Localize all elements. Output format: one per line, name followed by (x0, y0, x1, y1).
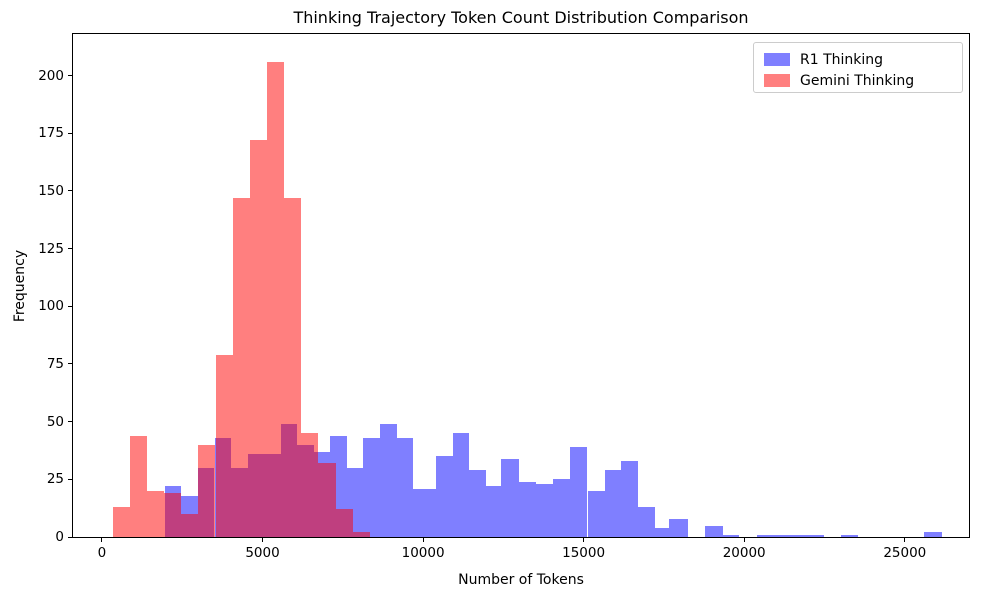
y-tick-label: 100 (38, 298, 64, 315)
histogram-bar (335, 509, 353, 537)
legend-label-gemini: Gemini Thinking (800, 72, 915, 89)
histogram-bar (924, 532, 943, 537)
histogram-bar (654, 527, 670, 537)
histogram-bar (587, 490, 605, 537)
plot-area (72, 33, 970, 538)
histogram-bar (722, 534, 740, 537)
y-tick-label: 200 (38, 67, 64, 84)
y-tick-mark (68, 190, 72, 192)
histogram-bar (569, 447, 588, 537)
histogram-bar (535, 483, 554, 537)
histogram-bar (501, 458, 520, 537)
x-tick-label: 0 (97, 545, 107, 561)
y-tick-mark (68, 478, 72, 480)
legend-item-r1: R1 Thinking (764, 50, 952, 69)
x-tick-label: 5000 (245, 545, 280, 561)
histogram-bar (396, 437, 414, 537)
histogram-bar (250, 140, 267, 537)
y-tick-mark (68, 75, 72, 76)
y-tick-label: 25 (46, 471, 64, 488)
histogram-bar (232, 197, 250, 537)
y-tick-label: 150 (38, 182, 64, 199)
y-tick-label: 50 (46, 413, 64, 430)
y-tick-mark (68, 248, 72, 250)
y-tick-label: 125 (38, 240, 64, 257)
y-tick-label: 0 (55, 529, 64, 545)
histogram-bar (198, 444, 216, 537)
x-tick-label: 10000 (401, 545, 445, 561)
histogram-bar (318, 463, 336, 537)
histogram-bar (435, 456, 453, 537)
histogram-bar (452, 433, 470, 537)
x-tick-label: 25000 (883, 545, 927, 561)
histogram-bar (669, 518, 688, 537)
histogram-bar (181, 513, 199, 537)
x-tick-label: 20000 (722, 545, 766, 561)
histogram-bar (284, 197, 302, 537)
histogram-bar (215, 354, 233, 537)
y-tick-label: 75 (46, 355, 64, 372)
y-axis-label: Frequency (12, 249, 28, 323)
x-tick-mark (101, 538, 103, 542)
histogram-bar (637, 507, 655, 537)
histogram-bar (164, 493, 182, 537)
x-tick-mark (904, 538, 906, 542)
histogram-bar (129, 435, 147, 537)
histogram-bar (146, 490, 165, 537)
series-layer-gemini-thinking (73, 34, 969, 537)
legend-label-r1: R1 Thinking (800, 51, 884, 68)
histogram-bar (469, 470, 486, 537)
histogram-bar (379, 423, 397, 537)
legend: R1 Thinking Gemini Thinking (753, 42, 963, 93)
x-tick-mark (583, 538, 585, 542)
x-tick-mark (262, 538, 263, 542)
histogram-bar (363, 437, 380, 537)
y-tick-mark (68, 305, 72, 307)
histogram-bar (840, 534, 859, 537)
y-tick-mark (68, 363, 72, 365)
chart-title: Thinking Trajectory Token Count Distribu… (293, 8, 749, 27)
legend-swatch-r1 (764, 53, 790, 66)
y-tick-mark (68, 421, 72, 423)
histogram-bar (486, 486, 502, 537)
histogram-bar (553, 479, 570, 537)
histogram-bar (604, 470, 622, 537)
legend-swatch-gemini (764, 74, 790, 87)
histogram-bar (112, 507, 130, 537)
histogram-bar (757, 534, 824, 537)
histogram-bar (413, 488, 436, 537)
x-tick-mark (422, 538, 424, 542)
histogram-bar (519, 481, 536, 537)
histogram-bar (301, 433, 319, 537)
x-tick-label: 15000 (562, 545, 606, 561)
y-tick-mark (68, 536, 72, 538)
y-tick-label: 175 (38, 125, 64, 142)
histogram-bar (705, 525, 723, 537)
x-tick-mark (743, 538, 745, 542)
y-tick-mark (68, 132, 72, 134)
x-axis-label: Number of Tokens (458, 572, 584, 588)
histogram-bar (352, 532, 370, 537)
legend-item-gemini: Gemini Thinking (764, 71, 952, 90)
histogram-bar (267, 61, 285, 537)
histogram-bar (621, 460, 638, 537)
